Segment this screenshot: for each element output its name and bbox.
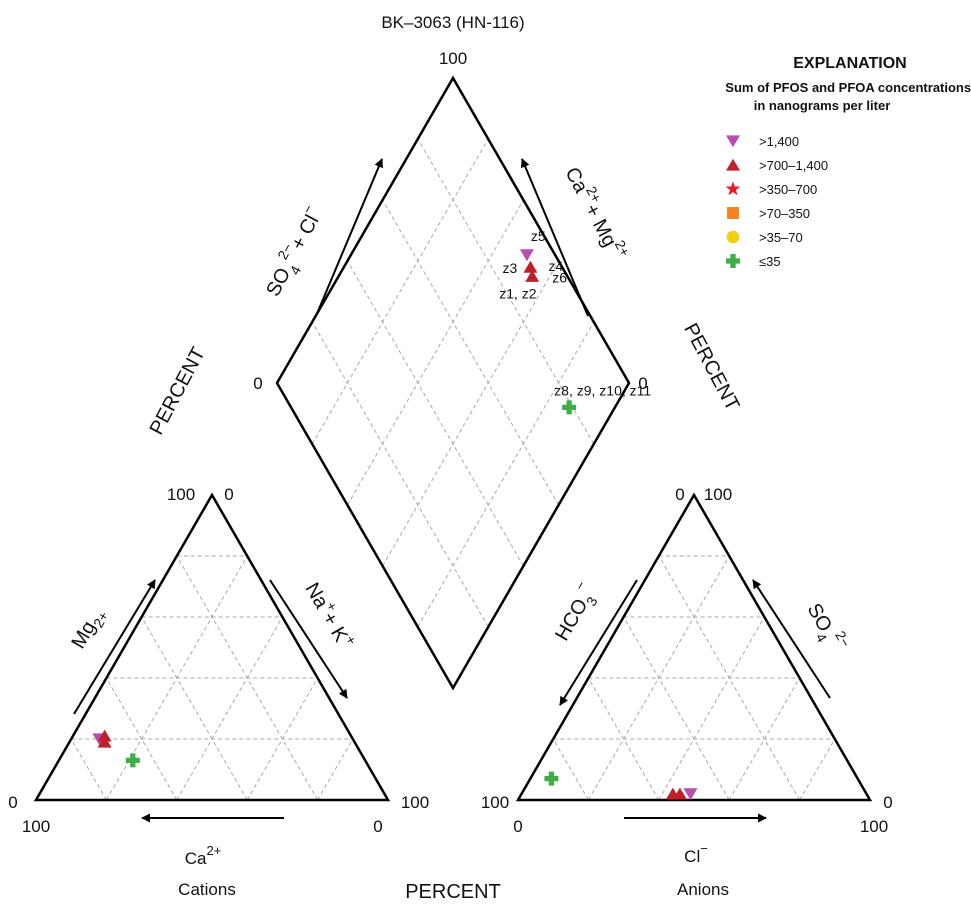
percent-label-left: PERCENT [146, 344, 210, 439]
legend-marker [726, 135, 740, 148]
legend-item-label: >350–700 [759, 182, 817, 197]
cation-nak-arrow [269, 579, 348, 699]
diamond-point-label: z5 [531, 228, 546, 244]
cation-mg-label: Mg2+ [67, 604, 111, 655]
percent-label-bottom: PERCENT [405, 881, 501, 903]
diamond-left-axis-label: SO42−+ Cl− [257, 201, 333, 303]
anion-tick-top-left: 0 [675, 485, 684, 504]
legend-item-label: >1,400 [759, 134, 799, 149]
diamond-point-label: z3 [502, 260, 517, 276]
diamond-tick-right: 0 [638, 374, 647, 393]
diamond-point-label: z6 [552, 269, 567, 285]
cation-triangle-grid [70, 555, 354, 801]
anion-point [683, 788, 698, 801]
percent-label-right: PERCENT [679, 320, 743, 415]
cation-point [97, 735, 112, 748]
anion-tick-right-lower: 100 [860, 817, 888, 836]
cation-tick-left-upper: 0 [8, 793, 17, 812]
diamond-point-label: z8, z9, z10, z11 [554, 382, 651, 398]
cation-point [97, 729, 112, 742]
diamond-point-label: z4 [548, 258, 563, 274]
legend-subtitle-1: Sum of PFOS and PFOA concentrations, [725, 80, 971, 95]
diamond-tick-left: 0 [253, 374, 262, 393]
diamond-right-axis-arrow [520, 158, 589, 317]
diamond-point-label: z1, z2 [499, 285, 537, 301]
cation-tick-top-left: 100 [167, 485, 195, 504]
anion-point [544, 771, 559, 786]
diamond-point [523, 260, 538, 273]
chart-title: BK–3063 (HN-116) [381, 13, 524, 32]
diamond-left-axis-arrow [315, 158, 384, 317]
anion-triangle-grid [552, 555, 836, 801]
cations-title: Cations [178, 880, 236, 899]
cation-mg-arrow [73, 579, 156, 715]
anion-tick-left-lower: 0 [513, 817, 522, 836]
anion-tick-left-upper: 100 [481, 793, 509, 812]
data-points [92, 249, 698, 801]
anions-title: Anions [677, 880, 729, 899]
anion-triangle [515, 492, 873, 802]
anion-cl-label: Cl− [684, 841, 708, 866]
anion-so4-label: SO4 2− [798, 596, 854, 659]
cation-tick-left-lower: 100 [22, 817, 50, 836]
anion-point [665, 787, 680, 800]
legend-marker [727, 207, 739, 219]
legend-marker [726, 254, 741, 268]
cation-tick-top-right: 0 [224, 485, 233, 504]
diamond-point [525, 269, 540, 282]
anion-tick-top-right: 100 [704, 485, 732, 504]
diamond-point [519, 249, 534, 262]
legend-marker [726, 158, 740, 171]
anion-tick-right-upper: 0 [883, 793, 892, 812]
legend-item-label: ≤35 [759, 254, 781, 269]
legend-item-label: >35–70 [759, 230, 803, 245]
legend-item-label: >700–1,400 [759, 158, 828, 173]
anion-so4-arrow [752, 579, 831, 699]
cation-ca-label: Ca2+ [185, 843, 222, 868]
cation-triangle [33, 492, 391, 802]
anion-hco3-label: HCO3− [545, 578, 605, 647]
legend-item-label: >70–350 [759, 206, 810, 221]
legend-subtitle-2: in nanograms per liter [754, 98, 891, 113]
legend-marker [725, 181, 741, 196]
diamond-tick-top: 100 [439, 49, 467, 68]
cation-tick-right-upper: 100 [401, 793, 429, 812]
anion-hco3-arrow [559, 579, 638, 706]
diamond-right-axis-label: Ca2++ Mg2+ [561, 161, 634, 265]
diamond-point [562, 400, 577, 415]
legend-marker [726, 230, 740, 244]
legend-title: EXPLANATION [793, 55, 906, 72]
diamond-frame [275, 75, 631, 691]
legend: EXPLANATION Sum of PFOS and PFOA concent… [725, 55, 971, 269]
cation-point [125, 753, 140, 768]
diamond-grid [311, 138, 595, 628]
cation-tick-right-lower: 0 [373, 817, 382, 836]
